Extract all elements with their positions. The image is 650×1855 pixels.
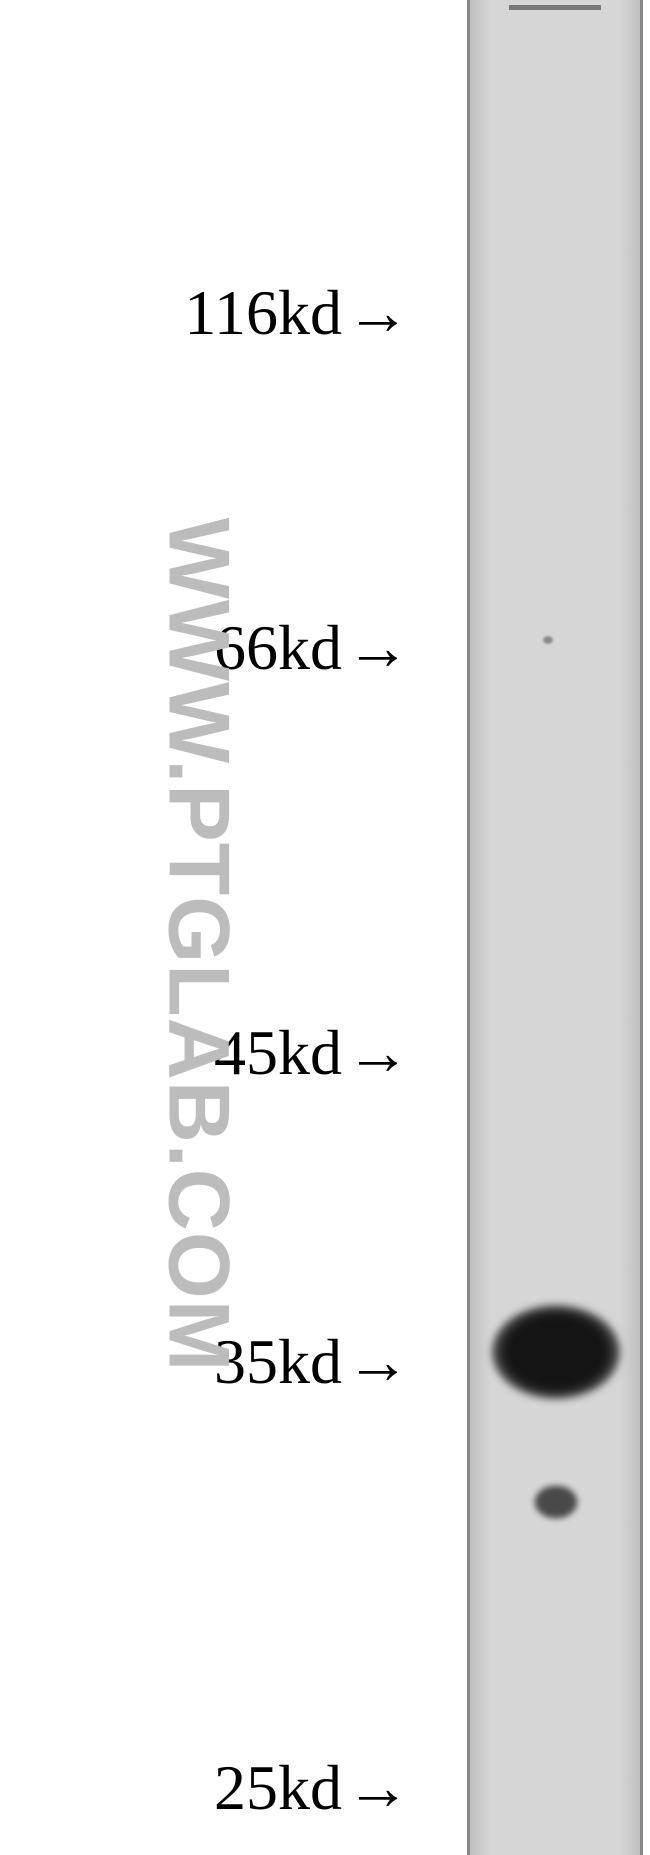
- lane-border-left: [467, 0, 470, 1855]
- blot-band: [543, 636, 553, 644]
- mw-marker-label: 45kd: [214, 1016, 342, 1090]
- arrow-right-icon: →: [346, 1016, 410, 1090]
- blot-lane: [470, 0, 640, 1855]
- mw-marker-label: 35kd: [214, 1325, 342, 1399]
- mw-marker-label: 25kd: [214, 1751, 342, 1825]
- mw-marker: 25kd→: [0, 1750, 410, 1826]
- well-top-mark: [509, 5, 601, 10]
- arrow-right-icon: →: [346, 1325, 410, 1399]
- blot-band: [534, 1485, 578, 1519]
- mw-marker: 66kd→: [0, 610, 410, 686]
- mw-marker-label: 66kd: [214, 611, 342, 685]
- mw-marker-label: 116kd: [184, 276, 342, 350]
- mw-marker: 116kd→: [0, 275, 410, 351]
- blot-canvas: 116kd→66kd→45kd→35kd→25kd→ WWW.PTGLAB.CO…: [0, 0, 650, 1855]
- arrow-right-icon: →: [346, 611, 410, 685]
- blot-band: [492, 1305, 620, 1399]
- mw-marker: 35kd→: [0, 1324, 410, 1400]
- arrow-right-icon: →: [346, 1751, 410, 1825]
- mw-marker: 45kd→: [0, 1015, 410, 1091]
- lane-border-right: [640, 0, 643, 1855]
- arrow-right-icon: →: [346, 276, 410, 350]
